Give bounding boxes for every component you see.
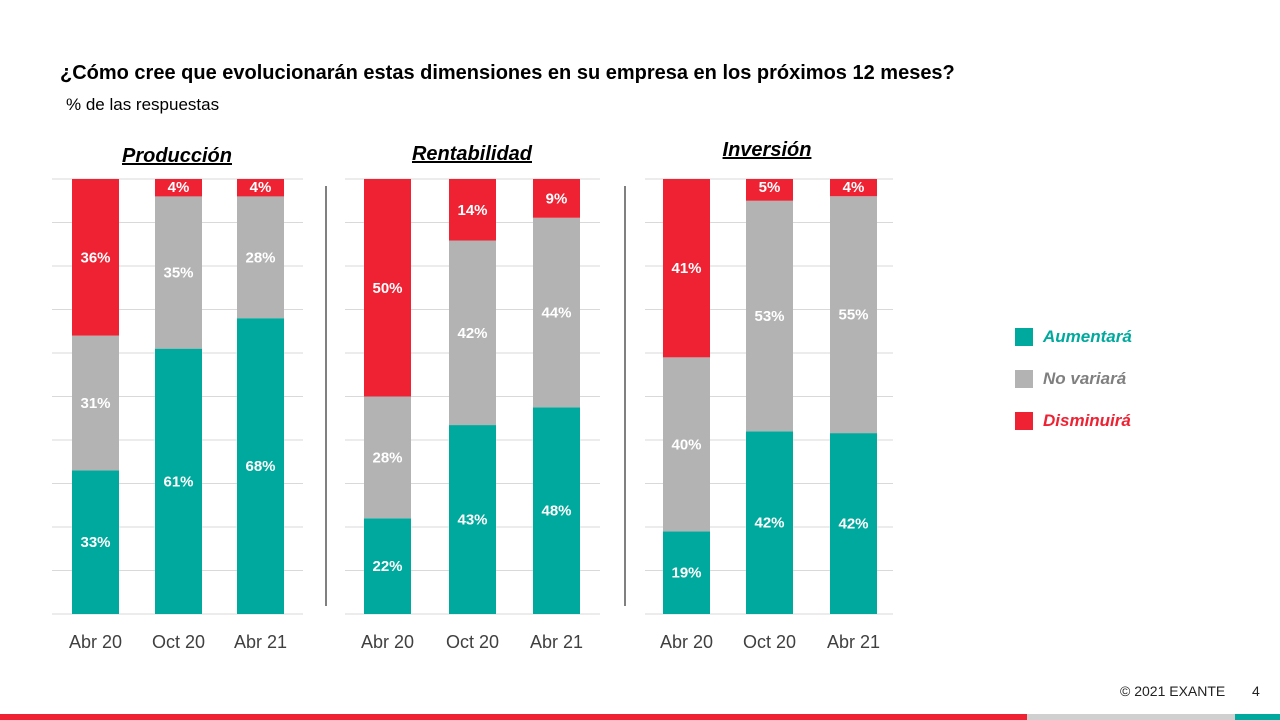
rentabilidad-bar-abr-20-disminuira xyxy=(364,179,411,397)
rentabilidad-data-label: 48% xyxy=(541,503,571,520)
produccion-title: Producción xyxy=(122,145,232,167)
page-number: 4 xyxy=(1252,683,1260,699)
produccion-bar-abr-20-disminuira xyxy=(72,179,119,336)
produccion-data-label: 28% xyxy=(245,249,275,266)
rentabilidad-bar-abr-21-disminuira xyxy=(533,179,580,218)
produccion-data-label: 35% xyxy=(163,265,193,282)
inversion-data-label: 40% xyxy=(671,436,701,453)
produccion-data-label: 31% xyxy=(80,395,110,412)
rentabilidad-category-label: Abr 20 xyxy=(361,632,414,652)
rentabilidad-data-label: 9% xyxy=(546,190,568,207)
rentabilidad-bar-abr-21-no-variara xyxy=(533,217,580,408)
inversion-title: Inversión xyxy=(723,139,812,161)
page-title: ¿Cómo cree que evolucionarán estas dimen… xyxy=(60,62,955,84)
inversion-data-label: 42% xyxy=(838,516,868,533)
charts-area: Producción 33% 31% 36% Abr 20 61% 35% 4% Oct 20 6… xyxy=(52,139,893,652)
legend-item-no-variara: No variará xyxy=(1015,368,1132,390)
produccion-bar-abr-21-aumentara xyxy=(237,318,284,614)
inversion-category-label: Oct 20 xyxy=(743,632,796,652)
rentabilidad-data-label: 43% xyxy=(457,512,487,529)
produccion-bar-abr-20-no-variara xyxy=(72,335,119,471)
produccion-bar-oct-20-aumentara xyxy=(155,348,202,614)
produccion-data-label: 68% xyxy=(245,458,275,475)
legend-swatch-aumentara xyxy=(1015,328,1033,346)
legend-label-disminuira: Disminuirá xyxy=(1043,411,1131,430)
produccion-bar-abr-20-aumentara xyxy=(72,470,119,614)
produccion-data-label: 33% xyxy=(80,534,110,551)
page-subtitle: % de las respuestas xyxy=(66,95,220,114)
rentabilidad-bar-oct-20-disminuira xyxy=(449,179,496,241)
inversion-bar-abr-21-aumentara xyxy=(830,433,877,614)
produccion-category-label: Oct 20 xyxy=(152,632,205,652)
inversion-bar-abr-20-disminuira xyxy=(663,179,710,358)
inversion-category-label: Abr 20 xyxy=(660,632,713,652)
produccion-data-label: 36% xyxy=(80,249,110,266)
rentabilidad-data-label: 14% xyxy=(457,202,487,219)
inversion-bar-oct-20-no-variara xyxy=(746,200,793,432)
produccion-bar-oct-20-no-variara xyxy=(155,196,202,349)
produccion-data-label: 4% xyxy=(250,179,272,196)
produccion-bar-abr-21-disminuira xyxy=(237,179,284,197)
rentabilidad-data-label: 22% xyxy=(372,558,402,575)
inversion-bar-oct-20-aumentara xyxy=(746,431,793,614)
rentabilidad-bar-oct-20-no-variara xyxy=(449,240,496,426)
inversion-data-label: 42% xyxy=(754,515,784,532)
inversion-bar-abr-20-aumentara xyxy=(663,531,710,614)
rentabilidad-bar-abr-20-no-variara xyxy=(364,396,411,519)
rentabilidad-bar-abr-20-aumentara xyxy=(364,518,411,614)
legend-swatch-disminuira xyxy=(1015,412,1033,430)
inversion-data-label: 55% xyxy=(838,307,868,324)
produccion-bar-oct-20-disminuira xyxy=(155,179,202,197)
legend-item-disminuira: Disminuirá xyxy=(1015,410,1132,432)
produccion-bar-abr-21-no-variara xyxy=(237,196,284,319)
legend-label-no-variara: No variará xyxy=(1043,369,1127,388)
inversion-data-label: 19% xyxy=(671,565,701,582)
inversion-category-label: Abr 21 xyxy=(827,632,880,652)
rentabilidad-data-label: 50% xyxy=(372,280,402,297)
rentabilidad-data-label: 44% xyxy=(541,305,571,322)
rentabilidad-bar-abr-21-aumentara xyxy=(533,407,580,614)
inversion-data-label: 53% xyxy=(754,308,784,325)
rentabilidad-data-label: 42% xyxy=(457,325,487,342)
inversion-data-label: 41% xyxy=(671,260,701,277)
inversion-bar-abr-21-no-variara xyxy=(830,196,877,434)
produccion-data-label: 4% xyxy=(168,179,190,196)
legend-label-aumentara: Aumentará xyxy=(1043,327,1132,346)
inversion-data-label: 4% xyxy=(843,179,865,196)
rentabilidad-data-label: 28% xyxy=(372,449,402,466)
legend-swatch-no-variara xyxy=(1015,370,1033,388)
legend: Aumentará No variará Disminuirá xyxy=(1015,326,1132,452)
rentabilidad-category-label: Abr 21 xyxy=(530,632,583,652)
rentabilidad-category-label: Oct 20 xyxy=(446,632,499,652)
produccion-category-label: Abr 20 xyxy=(69,632,122,652)
copyright-text: © 2021 EXANTE xyxy=(1120,683,1226,699)
footer-bar-gray xyxy=(1027,714,1235,720)
legend-item-aumentara: Aumentará xyxy=(1015,326,1132,348)
footer-bar-teal xyxy=(1235,714,1280,720)
footer-bar-red xyxy=(0,714,1027,720)
rentabilidad-title: Rentabilidad xyxy=(412,143,533,165)
produccion-category-label: Abr 21 xyxy=(234,632,287,652)
produccion-data-label: 61% xyxy=(163,473,193,490)
rentabilidad-bar-oct-20-aumentara xyxy=(449,425,496,614)
inversion-bar-abr-21-disminuira xyxy=(830,179,877,197)
inversion-data-label: 5% xyxy=(759,179,781,196)
inversion-bar-oct-20-disminuira xyxy=(746,179,793,201)
inversion-bar-abr-20-no-variara xyxy=(663,357,710,532)
